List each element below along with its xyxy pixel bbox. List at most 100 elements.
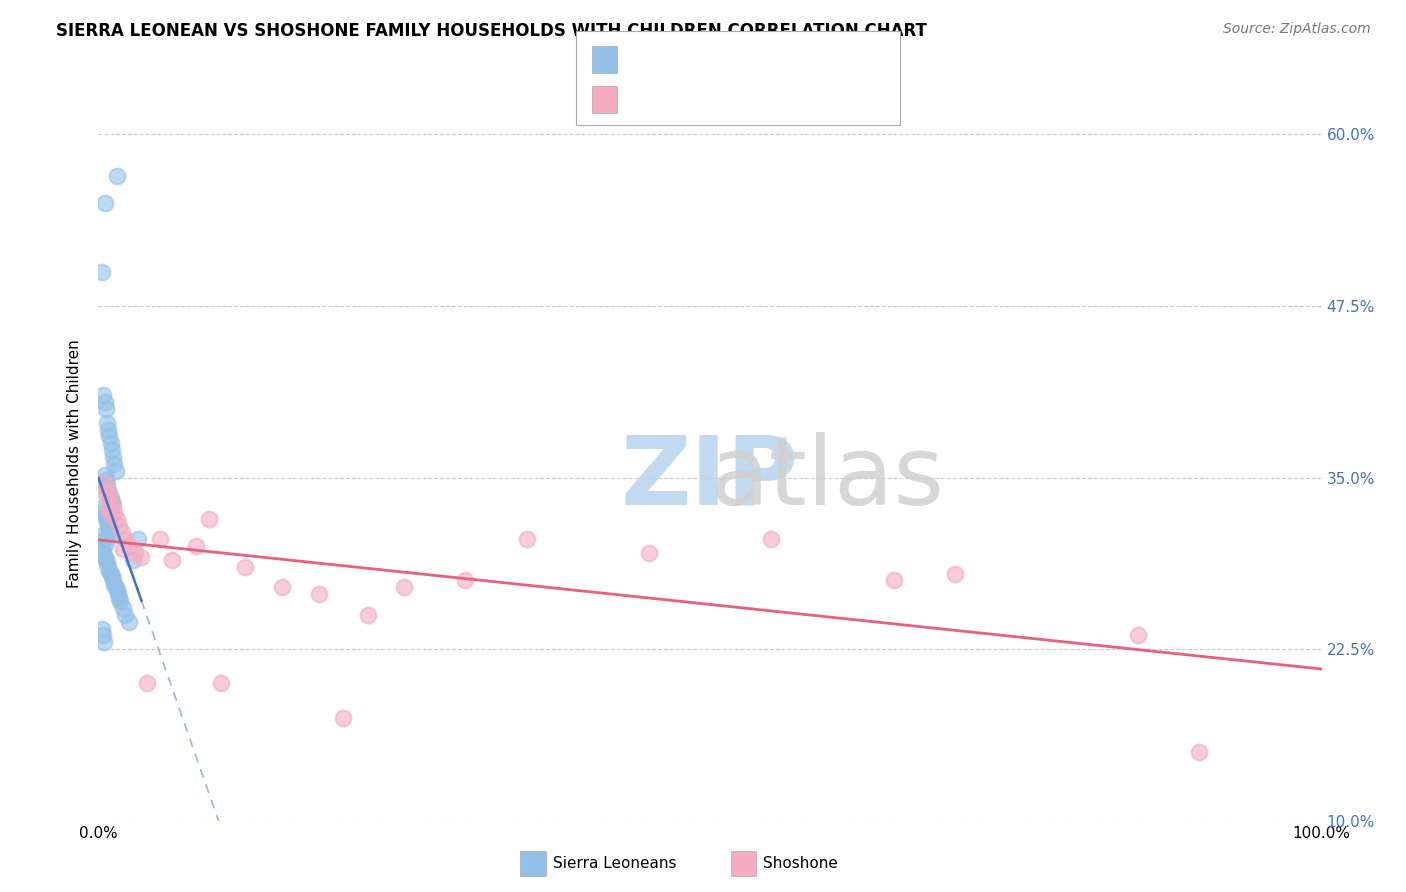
Point [121,553,143,567]
Point [94,473,117,487]
Point [94,512,117,526]
Point [127,533,149,547]
Point [110,594,132,608]
Point [101,450,124,464]
Point [97,500,120,515]
Point [96,515,118,529]
Point [103,505,125,519]
Point [98,491,121,505]
Text: ZIP: ZIP [621,432,799,524]
Point [270,580,294,594]
Point [100,436,122,450]
Point [94,401,117,416]
Point [1128,628,1150,642]
Point [149,533,172,547]
Text: Sierra Leoneans: Sierra Leoneans [553,856,676,871]
Point [91,628,114,642]
Point [97,518,120,533]
Point [308,587,330,601]
Point [392,580,416,594]
Point [105,169,128,183]
Point [124,546,146,560]
Text: N =: N = [725,52,769,67]
Text: N =: N = [725,92,769,107]
Point [91,546,114,560]
Text: atlas: atlas [709,432,943,524]
Point [93,477,115,491]
Text: 0.373: 0.373 [664,52,717,67]
Point [943,566,966,581]
Text: R =: R = [624,52,658,67]
Point [101,443,124,458]
Point [114,607,136,622]
Point [100,525,122,540]
Point [98,564,121,578]
Point [118,539,141,553]
Point [94,553,117,567]
Point [638,546,661,560]
Point [114,533,136,547]
Point [100,508,122,522]
Point [97,423,120,437]
Point [160,553,183,567]
Point [111,601,134,615]
Point [111,525,134,540]
Y-axis label: Family Households with Children: Family Households with Children [67,340,83,588]
Text: -0.420: -0.420 [664,92,718,107]
Point [91,500,114,515]
Point [91,622,114,636]
Point [93,550,115,565]
Point [108,518,131,533]
Point [101,569,124,583]
Point [96,416,118,430]
Point [101,574,124,588]
Point [209,676,232,690]
Text: 57: 57 [770,52,792,67]
Text: 36: 36 [770,92,792,107]
Point [233,559,256,574]
Point [93,467,115,482]
Point [91,528,114,542]
Point [98,429,121,443]
Point [101,498,124,512]
Point [94,536,117,550]
Point [108,591,131,606]
Point [136,676,159,690]
Point [96,477,118,491]
Point [93,395,115,409]
Point [100,491,122,505]
Text: R =: R = [624,92,658,107]
Point [111,541,134,556]
Point [454,574,477,588]
Point [91,505,114,519]
Point [1188,745,1211,759]
Point [516,533,538,547]
Point [93,635,115,649]
Point [103,457,125,471]
Text: Shoshone: Shoshone [763,856,838,871]
Point [91,388,114,402]
Point [118,615,141,629]
Point [105,583,128,598]
Point [104,464,127,478]
Point [107,587,129,601]
Point [761,533,783,547]
Point [332,711,354,725]
Point [104,580,127,594]
Text: SIERRA LEONEAN VS SHOSHONE FAMILY HOUSEHOLDS WITH CHILDREN CORRELATION CHART: SIERRA LEONEAN VS SHOSHONE FAMILY HOUSEH… [56,22,927,40]
Point [93,533,115,547]
Point [98,487,121,501]
Point [103,577,125,591]
Point [97,559,120,574]
Point [97,484,120,499]
Point [93,508,115,523]
Point [91,265,114,279]
Point [105,512,128,526]
Text: Source: ZipAtlas.com: Source: ZipAtlas.com [1223,22,1371,37]
Point [93,196,115,211]
Point [94,487,117,501]
Point [101,498,124,512]
Point [197,512,219,526]
Point [96,484,118,499]
Point [101,495,124,509]
